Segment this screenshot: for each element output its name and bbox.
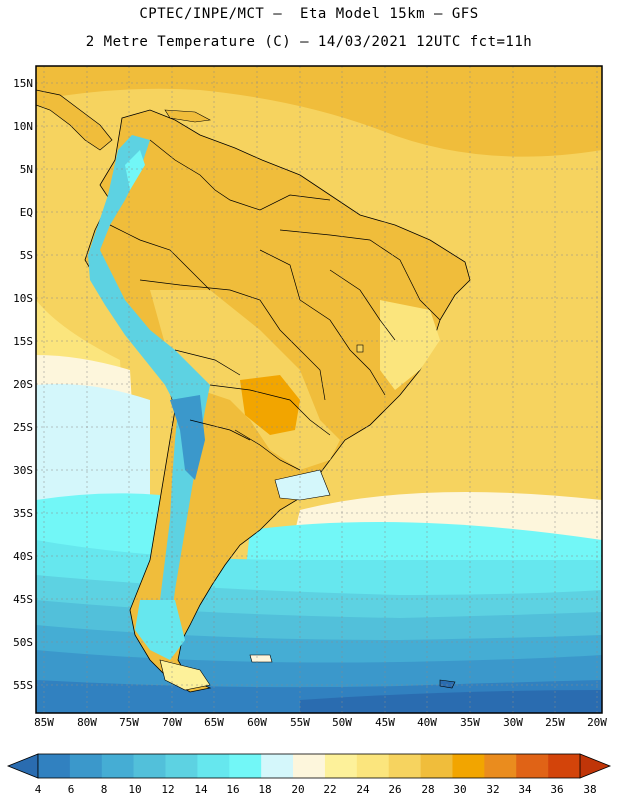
lon-label: 55W <box>290 716 310 729</box>
colorbar-swatch <box>452 754 485 778</box>
lat-label: 50S <box>13 636 33 649</box>
colorbar-label: 20 <box>291 783 304 796</box>
lat-label: 5N <box>20 163 33 176</box>
colorbar-label: 22 <box>323 783 336 796</box>
lon-label: 75W <box>119 716 139 729</box>
lon-label: 60W <box>247 716 267 729</box>
lon-label: 20W <box>587 716 607 729</box>
lat-label: 45S <box>13 593 33 606</box>
lon-label: 40W <box>417 716 437 729</box>
colorbar-swatch <box>229 754 262 778</box>
colorbar-swatch <box>293 754 326 778</box>
colorbar-label: 16 <box>226 783 239 796</box>
map-title-line-2: 2 Metre Temperature (C) – 14/03/2021 12U… <box>85 34 533 50</box>
lon-label: 45W <box>375 716 395 729</box>
latitude-labels: 15N 10N 5N EQ 5S 10S 15S 20S 25S 30S 35S… <box>13 77 33 692</box>
colorbar-label: 32 <box>486 783 499 796</box>
colorbar-swatch <box>197 754 230 778</box>
lon-label: 65W <box>204 716 224 729</box>
colorbar-swatch <box>484 754 517 778</box>
colorbar-swatch <box>38 754 71 778</box>
lon-label: 80W <box>77 716 97 729</box>
andes-cold-region <box>88 135 210 615</box>
lon-label: 25W <box>545 716 565 729</box>
lon-label: 35W <box>460 716 480 729</box>
colorbar-label: 28 <box>421 783 434 796</box>
colorbar-label: 8 <box>101 783 108 796</box>
colorbar-label: 24 <box>356 783 370 796</box>
colorbar-label: 38 <box>583 783 596 796</box>
colorbar-label: 10 <box>128 783 141 796</box>
colorbar-swatch <box>69 754 103 778</box>
colorbar-label: 26 <box>388 783 401 796</box>
colorbar-swatch <box>165 754 198 778</box>
lat-label: 35S <box>13 507 33 520</box>
colorbar-label: 34 <box>518 783 532 796</box>
lat-label: 55S <box>13 679 33 692</box>
colorbar-swatch <box>356 754 389 778</box>
colorbar-swatch <box>516 754 549 778</box>
colorbar-swatches <box>37 753 581 779</box>
lat-label: 15N <box>13 77 33 90</box>
temperature-field <box>36 66 602 713</box>
colorbar: 4 6 8 10 12 14 16 18 20 22 24 26 28 30 3… <box>6 753 612 796</box>
colorbar-swatch <box>133 754 166 778</box>
colorbar-label: 36 <box>550 783 563 796</box>
lat-label: 5S <box>20 249 33 262</box>
colorbar-swatch <box>324 754 358 778</box>
lon-label: 50W <box>332 716 352 729</box>
colorbar-label: 12 <box>161 783 174 796</box>
lat-label: 20S <box>13 378 33 391</box>
colorbar-swatch <box>101 754 134 778</box>
lon-label: 85W <box>34 716 54 729</box>
colorbar-label: 30 <box>453 783 466 796</box>
colorbar-labels: 4 6 8 10 12 14 16 18 20 22 24 26 28 30 3… <box>35 783 597 796</box>
colorbar-label: 18 <box>258 783 271 796</box>
lat-label: 10S <box>13 292 33 305</box>
lon-label: 70W <box>162 716 182 729</box>
graticule <box>36 66 602 713</box>
lat-label: 25S <box>13 421 33 434</box>
lat-label: 15S <box>13 335 33 348</box>
colorbar-right-arrow-icon <box>579 753 612 779</box>
colorbar-swatch <box>420 754 453 778</box>
lon-label: 30W <box>503 716 523 729</box>
lat-label: 40S <box>13 550 33 563</box>
colorbar-label: 14 <box>194 783 208 796</box>
colorbar-border <box>37 753 581 779</box>
colorbar-left-arrow-icon <box>6 753 39 779</box>
map-title-line-1: CPTEC/INPE/MCT – Eta Model 15km – GFS <box>139 6 479 22</box>
colorbar-label: 6 <box>68 783 75 796</box>
colorbar-label: 4 <box>35 783 42 796</box>
lat-label: EQ <box>20 206 33 219</box>
colorbar-swatch <box>388 754 421 778</box>
country-borders <box>109 139 441 471</box>
longitude-labels: 85W 80W 75W 70W 65W 60W 55W 50W 45W 40W … <box>34 716 607 729</box>
colorbar-swatch <box>548 754 581 778</box>
colorbar-swatch <box>261 754 294 778</box>
map-frame <box>35 65 603 714</box>
lat-label: 10N <box>13 120 33 133</box>
lat-label: 30S <box>13 464 33 477</box>
